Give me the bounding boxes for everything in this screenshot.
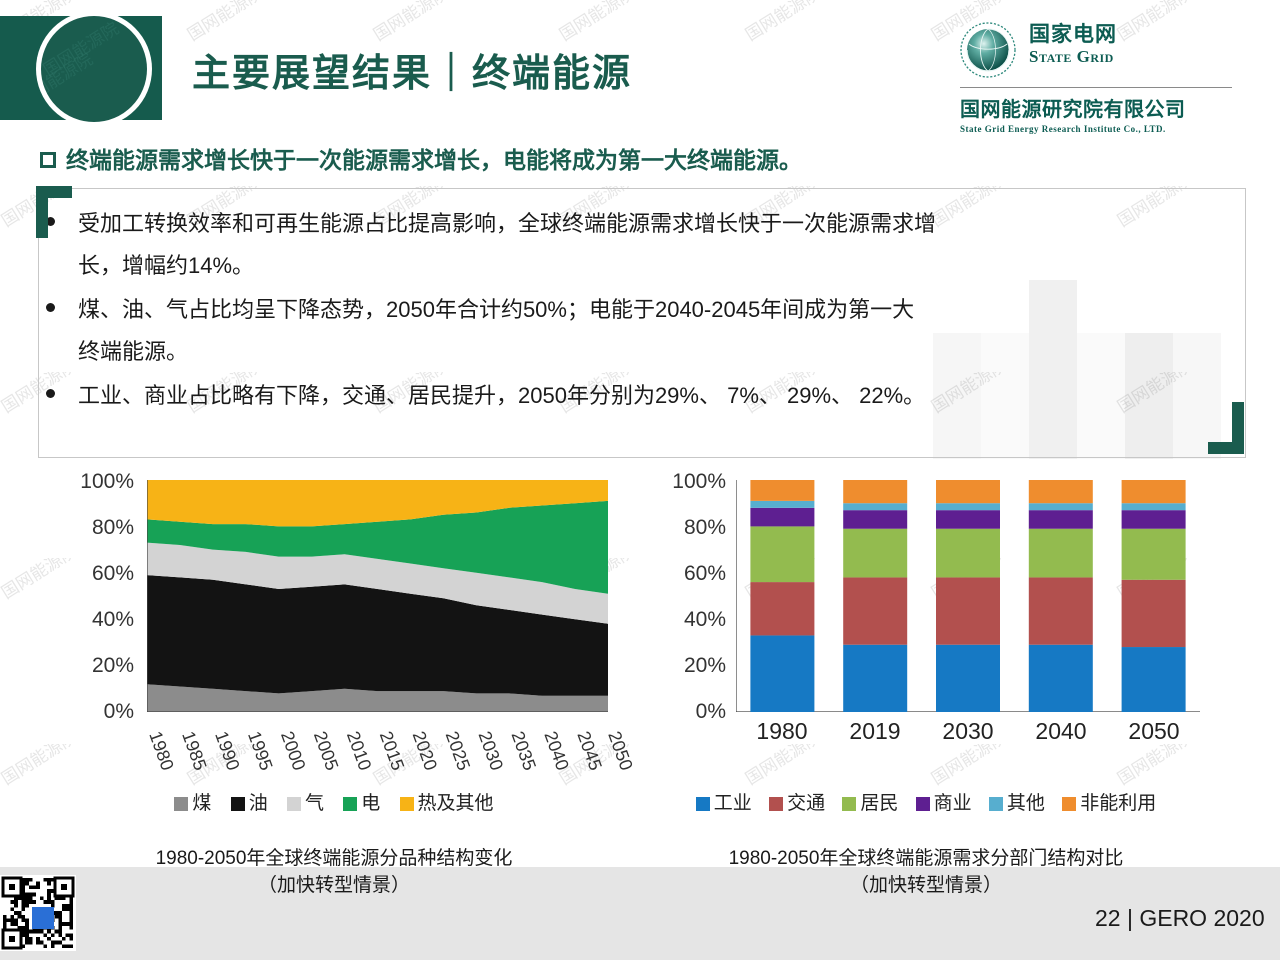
- svg-text:1980: 1980: [145, 729, 177, 773]
- svg-text:2045: 2045: [573, 729, 605, 773]
- svg-text:1985: 1985: [178, 729, 210, 773]
- svg-text:2035: 2035: [507, 729, 539, 773]
- svg-text:2030: 2030: [475, 729, 507, 773]
- svg-text:2010: 2010: [343, 729, 375, 773]
- svg-text:2050: 2050: [604, 729, 636, 773]
- svg-text:1995: 1995: [244, 729, 276, 773]
- svg-text:2040: 2040: [540, 729, 572, 773]
- svg-text:2025: 2025: [442, 729, 474, 773]
- svg-text:2005: 2005: [310, 729, 342, 773]
- svg-text:1990: 1990: [211, 729, 243, 773]
- svg-text:2015: 2015: [376, 729, 408, 773]
- svg-text:2000: 2000: [277, 729, 309, 773]
- svg-text:2020: 2020: [409, 729, 441, 773]
